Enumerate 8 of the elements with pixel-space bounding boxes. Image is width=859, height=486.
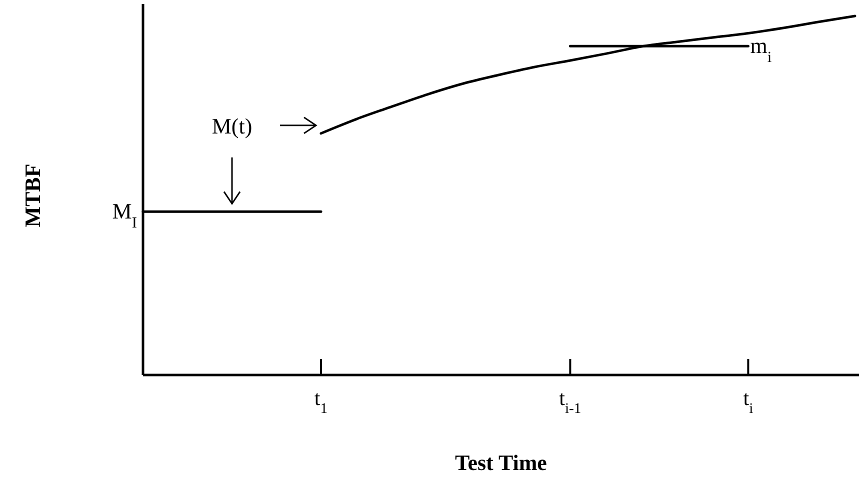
x-axis-title: Test Time: [455, 450, 548, 475]
annotation: M(t): [212, 113, 252, 138]
y-axis-title: MTBF: [20, 164, 45, 228]
x-tick-label: t$_{1}$: [314, 386, 328, 417]
x-tick-label: t$_{i}$: [743, 386, 754, 417]
series-label: m$_{i}$: [750, 33, 772, 66]
series-label: M$_{I}$: [112, 198, 137, 232]
x-tick-label: t$_{i-1}$: [559, 386, 582, 417]
